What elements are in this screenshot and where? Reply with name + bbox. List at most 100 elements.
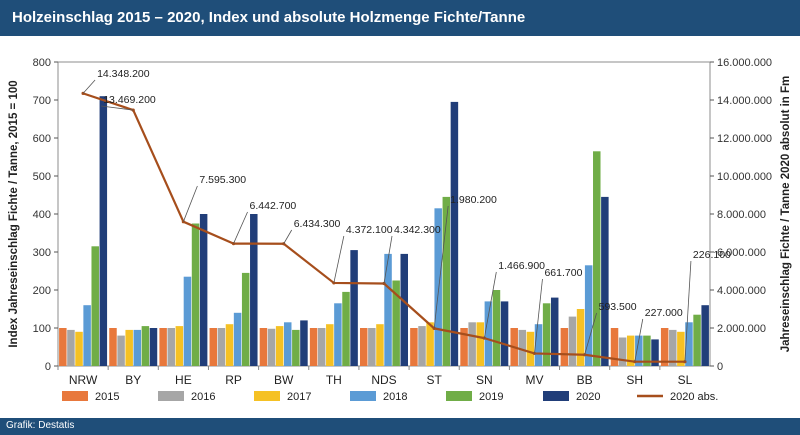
legend-label: 2015 bbox=[95, 391, 119, 403]
y-tick-label: 400 bbox=[33, 209, 51, 221]
y-tick-label: 200 bbox=[33, 285, 51, 297]
bar bbox=[418, 326, 426, 366]
bar bbox=[468, 322, 476, 366]
bar bbox=[334, 303, 342, 366]
bar bbox=[109, 328, 117, 366]
bar bbox=[275, 326, 284, 366]
bar bbox=[199, 214, 208, 366]
bar bbox=[67, 329, 75, 366]
data-label-leader bbox=[634, 318, 644, 362]
bar bbox=[635, 335, 643, 366]
bar bbox=[59, 328, 67, 366]
data-label-leader bbox=[183, 185, 198, 222]
bar bbox=[693, 314, 701, 366]
y-tick-label: 600 bbox=[33, 133, 51, 145]
bar bbox=[209, 328, 218, 366]
y2-tick-label: 6.000.000 bbox=[717, 247, 766, 259]
x-tick-label: NRW bbox=[69, 373, 98, 387]
x-tick-label: HE bbox=[175, 373, 192, 387]
bar bbox=[125, 329, 133, 366]
bar bbox=[601, 196, 609, 366]
bar bbox=[593, 151, 601, 366]
data-label-leader bbox=[333, 235, 345, 284]
bar bbox=[233, 312, 242, 366]
y2-tick-label: 0 bbox=[717, 361, 723, 373]
legend-swatch bbox=[254, 391, 280, 401]
bar bbox=[149, 328, 158, 366]
bar bbox=[685, 322, 693, 366]
bar bbox=[568, 316, 577, 366]
legend-swatch bbox=[62, 391, 88, 401]
y-tick-label: 700 bbox=[33, 95, 51, 107]
bar bbox=[484, 301, 493, 366]
data-label: 593.500 bbox=[599, 301, 637, 313]
bar bbox=[492, 290, 501, 366]
bar bbox=[526, 331, 535, 366]
legend-swatch bbox=[158, 391, 184, 401]
bar bbox=[450, 101, 459, 367]
y-tick-label: 100 bbox=[33, 323, 51, 335]
x-tick-label: MV bbox=[525, 373, 543, 387]
bar bbox=[191, 223, 200, 366]
x-tick-label: BY bbox=[125, 373, 141, 387]
bar bbox=[576, 309, 585, 366]
y2-tick-label: 2.000.000 bbox=[717, 323, 766, 335]
legend-label: 2016 bbox=[191, 391, 215, 403]
bar bbox=[267, 328, 276, 366]
bar bbox=[410, 328, 418, 366]
bar bbox=[83, 305, 91, 366]
x-tick-label: NDS bbox=[371, 373, 396, 387]
bar bbox=[183, 276, 192, 366]
bar bbox=[283, 322, 292, 366]
bar bbox=[384, 253, 392, 366]
data-label-leader bbox=[283, 229, 293, 244]
bar bbox=[309, 328, 318, 366]
x-tick-label: BB bbox=[577, 373, 593, 387]
bar bbox=[300, 320, 308, 366]
bar bbox=[376, 324, 384, 366]
legend-swatch bbox=[446, 391, 472, 401]
bar bbox=[392, 280, 400, 366]
bar bbox=[550, 297, 559, 366]
data-label: 4.372.100 bbox=[346, 224, 393, 236]
data-label-leader bbox=[82, 79, 96, 94]
data-label-leader bbox=[233, 211, 248, 244]
y-axis-title: Index Jahreseinschlag Fichte / Tanne, 20… bbox=[8, 80, 20, 347]
bar bbox=[460, 328, 468, 366]
data-label-leader bbox=[383, 235, 393, 284]
data-label: 13.469.200 bbox=[103, 94, 156, 106]
source-note: Grafik: Destatis bbox=[6, 420, 75, 431]
bar bbox=[117, 335, 125, 366]
bar bbox=[133, 329, 142, 366]
bar bbox=[342, 291, 350, 366]
bar bbox=[326, 324, 334, 366]
bar bbox=[677, 331, 685, 366]
chart-svg: 0 100 200 300 400 500 600 700 800 0 2.000.000 4.000… bbox=[8, 57, 792, 403]
bar bbox=[99, 96, 108, 366]
plot-frame bbox=[57, 61, 711, 367]
data-label-leader bbox=[684, 260, 692, 362]
bar bbox=[360, 328, 368, 366]
bar bbox=[618, 337, 627, 366]
data-label: 226.100 bbox=[693, 249, 731, 261]
bar bbox=[584, 265, 593, 366]
legend-label: 2019 bbox=[479, 391, 503, 403]
y2-tick-label: 12.000.000 bbox=[717, 133, 772, 145]
bar bbox=[643, 335, 651, 366]
legend-label: 2020 bbox=[576, 391, 600, 403]
y2-tick-label: 10.000.000 bbox=[717, 171, 772, 183]
bar bbox=[317, 328, 326, 366]
bar bbox=[141, 326, 150, 366]
legend-label: 2020 abs. bbox=[670, 391, 718, 403]
data-label-leader bbox=[483, 271, 497, 339]
bar bbox=[292, 329, 300, 366]
y-tick-label: 0 bbox=[45, 361, 51, 373]
bar bbox=[434, 208, 442, 366]
data-label: 1.980.200 bbox=[450, 194, 497, 206]
data-label-leader bbox=[534, 278, 543, 354]
bar bbox=[250, 214, 258, 366]
data-label: 6.442.700 bbox=[250, 200, 297, 212]
data-label: 661.700 bbox=[544, 267, 582, 279]
bar bbox=[660, 328, 669, 366]
bar bbox=[518, 329, 527, 366]
